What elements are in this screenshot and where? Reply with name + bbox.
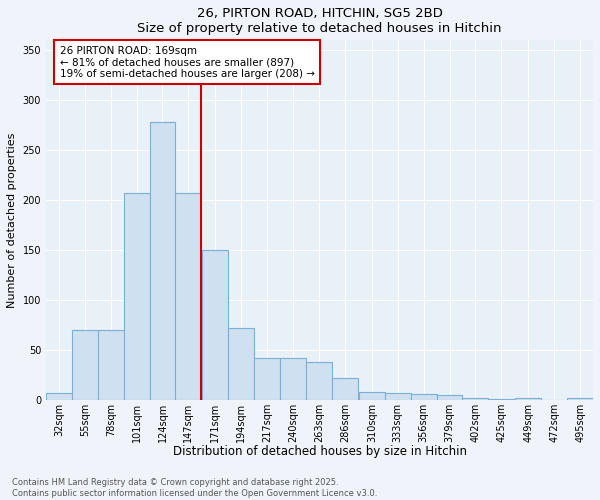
Bar xyxy=(437,395,463,400)
Text: 26 PIRTON ROAD: 169sqm
← 81% of detached houses are smaller (897)
19% of semi-de: 26 PIRTON ROAD: 169sqm ← 81% of detached… xyxy=(59,46,314,79)
Text: Contains HM Land Registry data © Crown copyright and database right 2025.
Contai: Contains HM Land Registry data © Crown c… xyxy=(12,478,377,498)
Bar xyxy=(567,398,593,400)
X-axis label: Distribution of detached houses by size in Hitchin: Distribution of detached houses by size … xyxy=(173,445,467,458)
Bar xyxy=(98,330,124,400)
Bar xyxy=(124,193,149,400)
Bar xyxy=(202,250,229,400)
Y-axis label: Number of detached properties: Number of detached properties xyxy=(7,132,17,308)
Bar xyxy=(280,358,306,400)
Bar xyxy=(175,193,202,400)
Bar xyxy=(359,392,385,400)
Bar xyxy=(515,398,541,400)
Bar xyxy=(385,393,410,400)
Bar xyxy=(254,358,280,400)
Bar xyxy=(463,398,488,400)
Bar xyxy=(332,378,358,400)
Bar xyxy=(488,399,514,400)
Bar xyxy=(410,394,437,400)
Title: 26, PIRTON ROAD, HITCHIN, SG5 2BD
Size of property relative to detached houses i: 26, PIRTON ROAD, HITCHIN, SG5 2BD Size o… xyxy=(137,7,502,35)
Bar xyxy=(149,122,175,400)
Bar xyxy=(306,362,332,400)
Bar xyxy=(72,330,98,400)
Bar xyxy=(229,328,254,400)
Bar xyxy=(46,393,72,400)
